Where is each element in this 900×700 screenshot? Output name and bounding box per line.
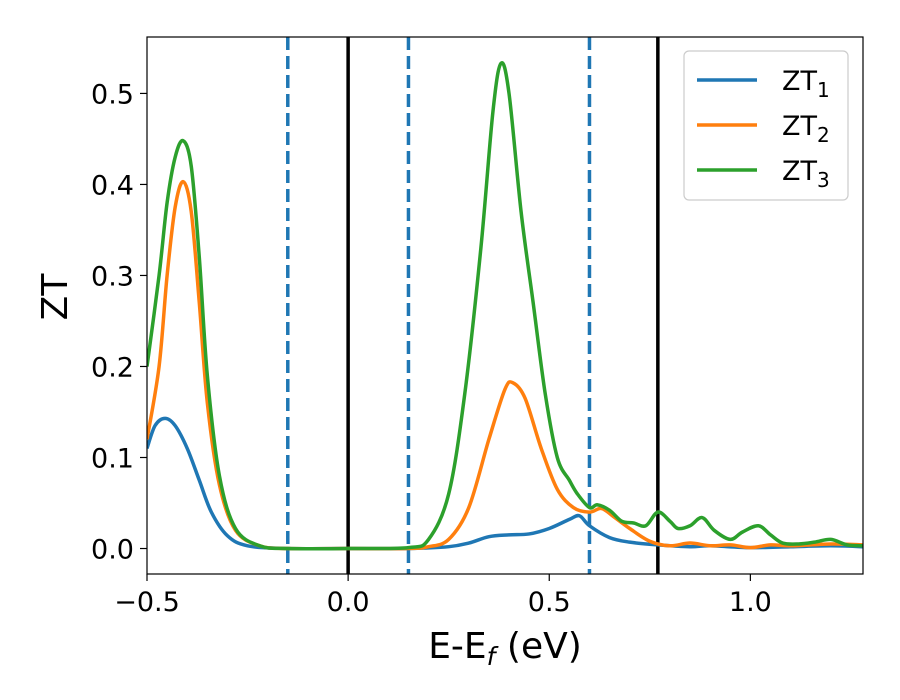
y-axis-ticks: 0.0 0.1 0.2 0.3 0.4 0.5 bbox=[91, 79, 147, 566]
y-tick-label: 0.1 bbox=[91, 443, 134, 474]
series-line-zt3 bbox=[147, 61, 863, 551]
y-tick-label: 0.5 bbox=[91, 79, 134, 110]
legend-label-zt3: ZT3 bbox=[782, 156, 830, 192]
x-tick-label: 0.0 bbox=[327, 587, 370, 618]
y-tick-label: 0.2 bbox=[91, 352, 134, 383]
y-tick-label: 0.4 bbox=[91, 170, 134, 201]
legend-label-zt2: ZT2 bbox=[782, 111, 830, 147]
legend: ZT1 ZT2 ZT3 bbox=[683, 50, 849, 201]
x-tick-label: 1.0 bbox=[729, 587, 772, 618]
legend-box bbox=[683, 50, 849, 201]
y-tick-label: 0.3 bbox=[91, 261, 134, 292]
x-tick-label: −0.5 bbox=[114, 587, 180, 618]
series-line-zt1 bbox=[147, 416, 863, 551]
x-axis-label: E-Ef (eV) bbox=[428, 626, 582, 671]
series-lines bbox=[147, 61, 863, 551]
x-axis-ticks: −0.5 0.0 0.5 1.0 bbox=[114, 574, 772, 618]
y-axis-label: ZT bbox=[35, 273, 76, 321]
plot-frame bbox=[146, 36, 864, 575]
vertical-reference-lines bbox=[286, 37, 660, 574]
x-tick-label: 0.5 bbox=[528, 587, 571, 618]
y-tick-label: 0.0 bbox=[91, 535, 134, 566]
series-line-zt2 bbox=[147, 179, 863, 551]
legend-label-zt1: ZT1 bbox=[782, 66, 830, 102]
